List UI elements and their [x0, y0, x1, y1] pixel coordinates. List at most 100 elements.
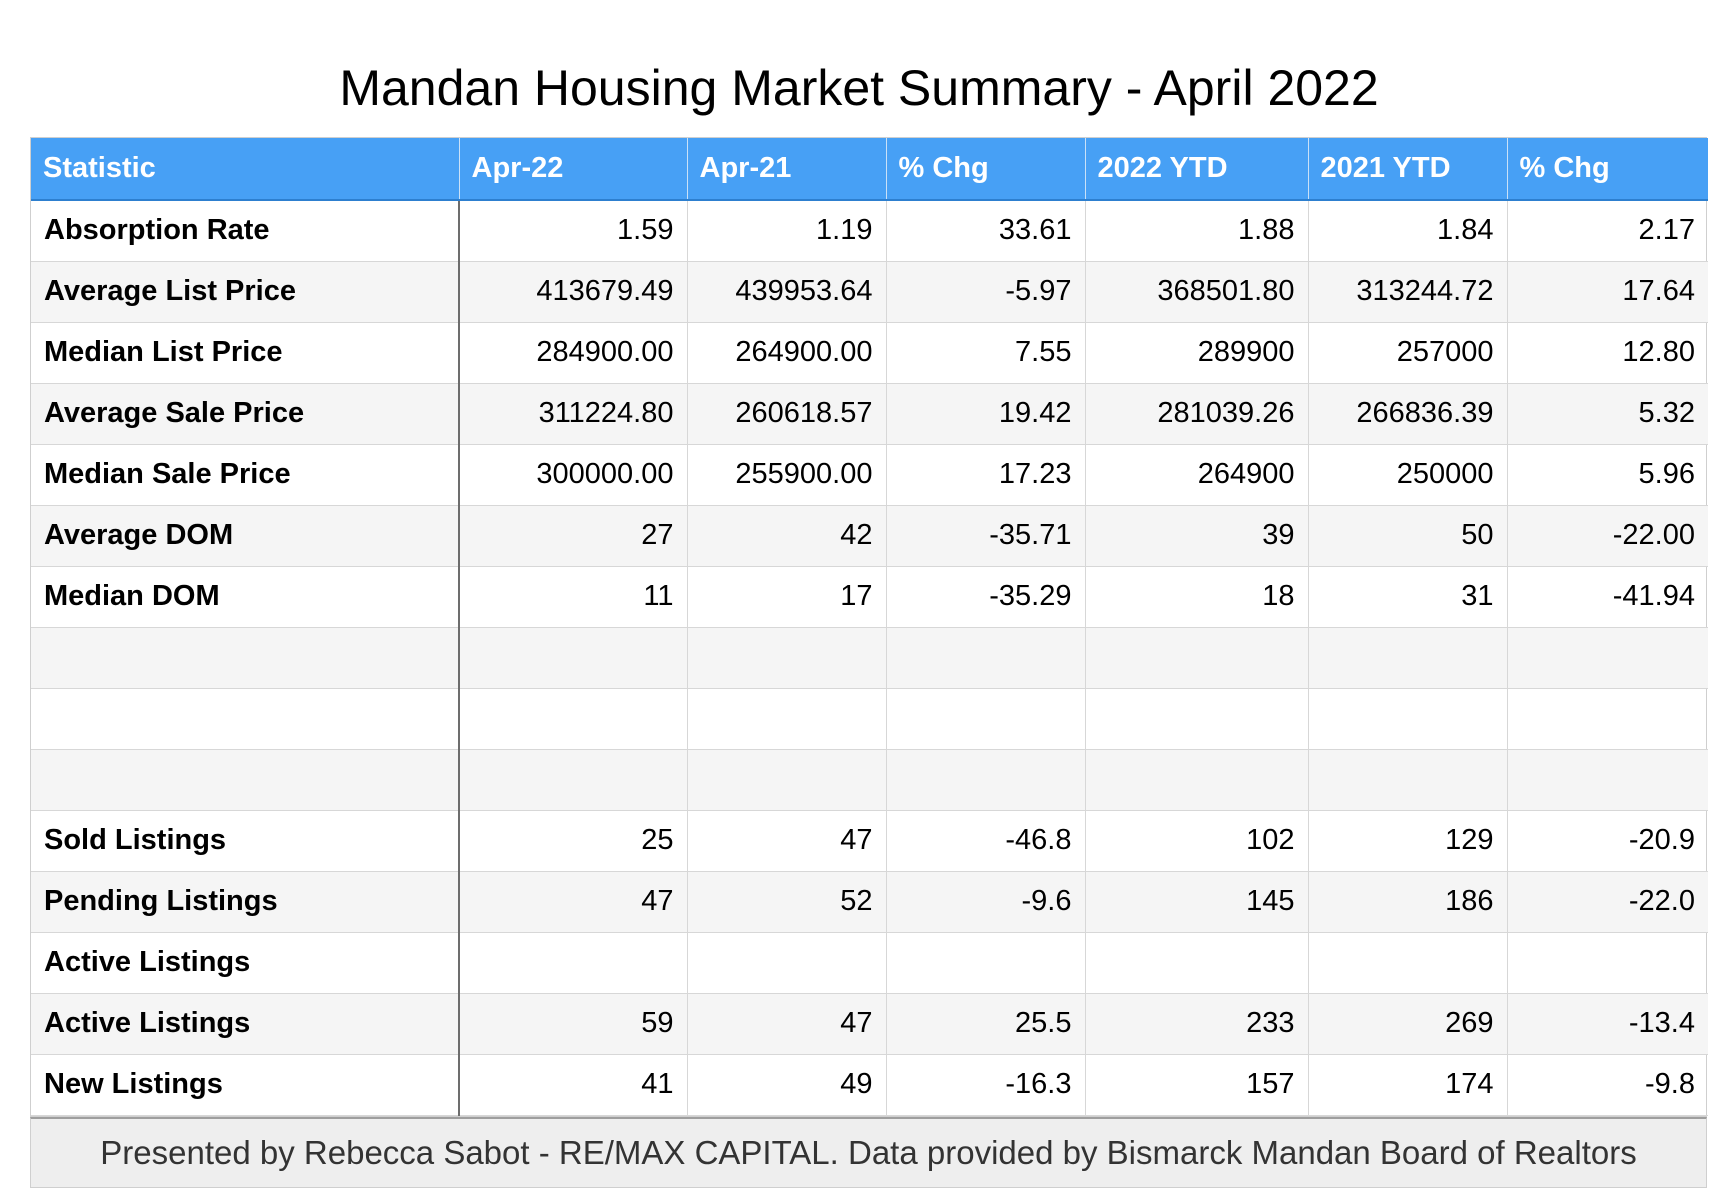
pct-chg-month-cell: -9.6 — [886, 871, 1086, 933]
pct-chg-ytd-cell — [1507, 688, 1708, 750]
pct-chg-ytd-cell — [1507, 749, 1708, 811]
apr-22-cell: 284900.00 — [459, 322, 688, 384]
statistic-cell — [31, 627, 460, 689]
statistic-cell: Median List Price — [31, 322, 460, 384]
statistic-cell: Pending Listings — [31, 871, 460, 933]
header-apr-22: Apr-22 — [459, 138, 688, 201]
apr-22-cell — [459, 688, 688, 750]
pct-chg-ytd-cell: 5.96 — [1507, 444, 1708, 506]
pct-chg-month-cell: -35.71 — [886, 505, 1086, 567]
ytd-2022-cell — [1085, 688, 1309, 750]
apr-21-cell — [687, 932, 887, 994]
ytd-2022-cell: 18 — [1085, 566, 1309, 628]
table-row — [31, 688, 1708, 750]
ytd-2021-cell: 250000 — [1308, 444, 1508, 506]
statistic-cell: Average Sale Price — [31, 383, 460, 445]
ytd-2021-cell: 266836.39 — [1308, 383, 1508, 445]
footer-credit: Presented by Rebecca Sabot - RE/MAX CAPI… — [30, 1116, 1707, 1188]
table-row: New Listings 41 49 -16.3 157 174 -9.8 — [31, 1054, 1708, 1116]
ytd-2021-cell: 129 — [1308, 810, 1508, 872]
pct-chg-ytd-cell — [1507, 932, 1708, 994]
statistic-cell: Absorption Rate — [31, 200, 460, 262]
pct-chg-ytd-cell: -9.8 — [1507, 1054, 1708, 1116]
ytd-2021-cell — [1308, 627, 1508, 689]
ytd-2021-cell — [1308, 688, 1508, 750]
table-row: Average Sale Price 311224.80 260618.57 19.4… — [31, 383, 1708, 445]
pct-chg-month-cell — [886, 749, 1086, 811]
pct-chg-ytd-cell: -22.00 — [1507, 505, 1708, 567]
ytd-2022-cell: 102 — [1085, 810, 1309, 872]
ytd-2022-cell: 157 — [1085, 1054, 1309, 1116]
pct-chg-month-cell: 19.42 — [886, 383, 1086, 445]
table-row: Median Sale Price 300000.00 255900.00 17.23… — [31, 444, 1708, 506]
statistic-cell: Median Sale Price — [31, 444, 460, 506]
header-2022-ytd: 2022 YTD — [1085, 138, 1309, 201]
ytd-2021-cell: 257000 — [1308, 322, 1508, 384]
pct-chg-month-cell: 7.55 — [886, 322, 1086, 384]
apr-21-cell — [687, 688, 887, 750]
ytd-2021-cell: 269 — [1308, 993, 1508, 1055]
table-row: Active Listings — [31, 932, 1708, 994]
pct-chg-month-cell: -46.8 — [886, 810, 1086, 872]
apr-22-cell: 27 — [459, 505, 688, 567]
table-row: Pending Listings 47 52 -9.6 145 186 -22.0 — [31, 871, 1708, 933]
table-row: Median DOM 11 17 -35.29 18 31 -41.94 — [31, 566, 1708, 628]
statistic-cell: Average DOM — [31, 505, 460, 567]
apr-22-cell — [459, 627, 688, 689]
apr-22-cell — [459, 749, 688, 811]
apr-21-cell: 260618.57 — [687, 383, 887, 445]
apr-22-cell: 300000.00 — [459, 444, 688, 506]
pct-chg-month-cell: -5.97 — [886, 261, 1086, 323]
ytd-2022-cell: 39 — [1085, 505, 1309, 567]
ytd-2021-cell: 31 — [1308, 566, 1508, 628]
apr-21-cell: 439953.64 — [687, 261, 887, 323]
pct-chg-ytd-cell: -22.0 — [1507, 871, 1708, 933]
header-apr-21: Apr-21 — [687, 138, 887, 201]
statistic-cell: Average List Price — [31, 261, 460, 323]
pct-chg-month-cell: 25.5 — [886, 993, 1086, 1055]
table-row: Sold Listings 25 47 -46.8 102 129 -20.9 — [31, 810, 1708, 872]
ytd-2022-cell: 289900 — [1085, 322, 1309, 384]
table-row: Absorption Rate 1.59 1.19 33.61 1.88 1.84 2.17 — [31, 200, 1708, 262]
apr-22-cell: 59 — [459, 993, 688, 1055]
header-pct-chg-ytd: % Chg — [1507, 138, 1708, 201]
table-row: Average List Price 413679.49 439953.64 -5.9… — [31, 261, 1708, 323]
statistic-cell: New Listings — [31, 1054, 460, 1116]
pct-chg-month-cell: -35.29 — [886, 566, 1086, 628]
apr-21-cell — [687, 749, 887, 811]
pct-chg-ytd-cell: -41.94 — [1507, 566, 1708, 628]
apr-21-cell — [687, 627, 887, 689]
apr-21-cell: 1.19 — [687, 200, 887, 262]
pct-chg-ytd-cell: -20.9 — [1507, 810, 1708, 872]
pct-chg-ytd-cell — [1507, 627, 1708, 689]
header-statistic: Statistic — [31, 138, 460, 201]
apr-21-cell: 52 — [687, 871, 887, 933]
apr-21-cell: 42 — [687, 505, 887, 567]
apr-22-cell: 311224.80 — [459, 383, 688, 445]
apr-22-cell: 413679.49 — [459, 261, 688, 323]
ytd-2022-cell: 233 — [1085, 993, 1309, 1055]
ytd-2022-cell — [1085, 749, 1309, 811]
pct-chg-month-cell: 17.23 — [886, 444, 1086, 506]
table-row: Average DOM 27 42 -35.71 39 50 -22.00 — [31, 505, 1708, 567]
apr-21-cell: 49 — [687, 1054, 887, 1116]
ytd-2022-cell: 1.88 — [1085, 200, 1309, 262]
table-row: Active Listings 59 47 25.5 233 269 -13.4 — [31, 993, 1708, 1055]
ytd-2022-cell: 368501.80 — [1085, 261, 1309, 323]
ytd-2021-cell — [1308, 932, 1508, 994]
apr-22-cell — [459, 932, 688, 994]
market-summary-table: Statistic Apr-22 Apr-21 % Chg 2022 YTD 2021 Y… — [31, 138, 1708, 1116]
pct-chg-month-cell — [886, 932, 1086, 994]
apr-21-cell: 47 — [687, 993, 887, 1055]
header-2021-ytd: 2021 YTD — [1308, 138, 1508, 201]
market-summary-sheet: Statistic Apr-22 Apr-21 % Chg 2022 YTD 2021 Y… — [30, 137, 1708, 1188]
statistic-cell: Active Listings — [31, 993, 460, 1055]
statistic-cell: Active Listings — [31, 932, 460, 994]
pct-chg-ytd-cell: 5.32 — [1507, 383, 1708, 445]
apr-22-cell: 1.59 — [459, 200, 688, 262]
pct-chg-ytd-cell: 2.17 — [1507, 200, 1708, 262]
ytd-2021-cell: 1.84 — [1308, 200, 1508, 262]
ytd-2022-cell: 145 — [1085, 871, 1309, 933]
pct-chg-ytd-cell: 17.64 — [1507, 261, 1708, 323]
statistic-cell — [31, 688, 460, 750]
